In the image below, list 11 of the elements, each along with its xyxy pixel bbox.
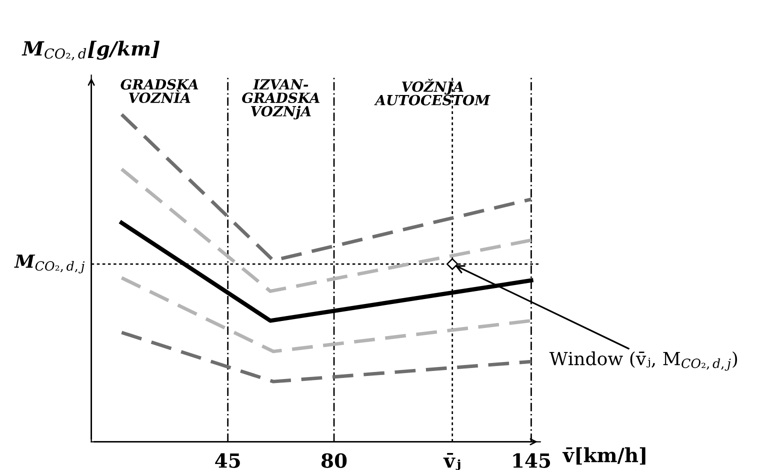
x-tick-label: 80 (321, 453, 347, 468)
annotation: Window (v̄ⱼ, M$_{CO₂,d,j}$) (549, 351, 738, 371)
y-axis-title: M$_{CO₂,d}$[g/km] (22, 40, 160, 60)
text: GRADSKA VOZNÌA (120, 79, 198, 104)
x-tick-label: v̄ⱼ (443, 452, 460, 470)
x-tick-label: 145 (513, 453, 550, 468)
annotation: IZVAN- GRADSKA VOZNjA (242, 79, 320, 120)
x-axis-title: v̄[km/h] (562, 447, 646, 465)
text: VOŽNJA AUTOCESTOM (374, 78, 490, 106)
ref-line-label: M$_{CO₂,d,j}$ (14, 254, 85, 274)
x-tick-label: 45 (215, 453, 240, 468)
